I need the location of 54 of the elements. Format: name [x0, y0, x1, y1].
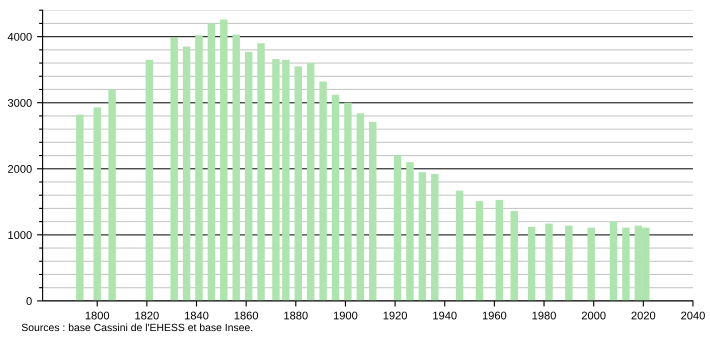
bar: [587, 228, 595, 301]
bar: [610, 222, 618, 301]
bar: [319, 82, 327, 301]
x-tick-label: 1980: [532, 312, 556, 320]
bar: [545, 224, 553, 301]
bar: [456, 190, 464, 301]
bar: [282, 60, 290, 301]
x-tick-label: 1900: [334, 312, 358, 320]
bar: [244, 52, 252, 301]
bar: [394, 156, 402, 301]
x-tick-label: 1800: [86, 312, 110, 320]
y-tick-label: 2000: [8, 165, 32, 173]
bar: [418, 172, 426, 301]
x-tick-label: 1940: [433, 312, 457, 320]
bar: [344, 102, 352, 301]
y-tick-label: 4000: [8, 32, 32, 41]
x-tick-label: 2000: [582, 312, 606, 320]
x-tick-label: 2040: [681, 312, 705, 320]
bar: [356, 113, 364, 301]
x-tick-label: 1820: [135, 312, 159, 320]
bar: [232, 34, 240, 301]
y-tick-label: 3000: [8, 98, 32, 107]
y-tick-label: 1000: [8, 231, 32, 239]
bar: [257, 43, 265, 301]
x-tick-label: 1960: [482, 312, 506, 320]
bar: [406, 162, 414, 301]
bar: [565, 226, 573, 301]
bar: [431, 174, 439, 301]
bar: [220, 19, 228, 301]
bar: [622, 228, 630, 301]
x-tick-label: 1860: [234, 312, 258, 320]
x-tick-label: 1840: [184, 312, 208, 320]
bar: [108, 89, 116, 301]
source-note: Sources : base Cassini de l'EHESS et base Insee.: [22, 323, 252, 332]
x-tick-label: 1880: [284, 312, 308, 320]
bar: [528, 226, 536, 301]
bar: [272, 59, 280, 301]
bar: [496, 200, 504, 301]
bar: [146, 60, 154, 301]
bar: [76, 114, 84, 301]
bar: [332, 94, 340, 301]
bar: [294, 66, 302, 301]
x-tick-label: 2020: [632, 312, 656, 320]
bar: [306, 63, 314, 301]
bar: [195, 35, 203, 301]
bar: [208, 23, 216, 301]
y-tick-label: 0: [26, 297, 32, 306]
x-tick-label: 1920: [384, 312, 408, 320]
bar: [182, 46, 190, 301]
bar: [476, 201, 484, 301]
bar: [369, 122, 376, 301]
bar: [510, 211, 518, 301]
bar: [170, 37, 178, 301]
bar: [93, 107, 101, 301]
